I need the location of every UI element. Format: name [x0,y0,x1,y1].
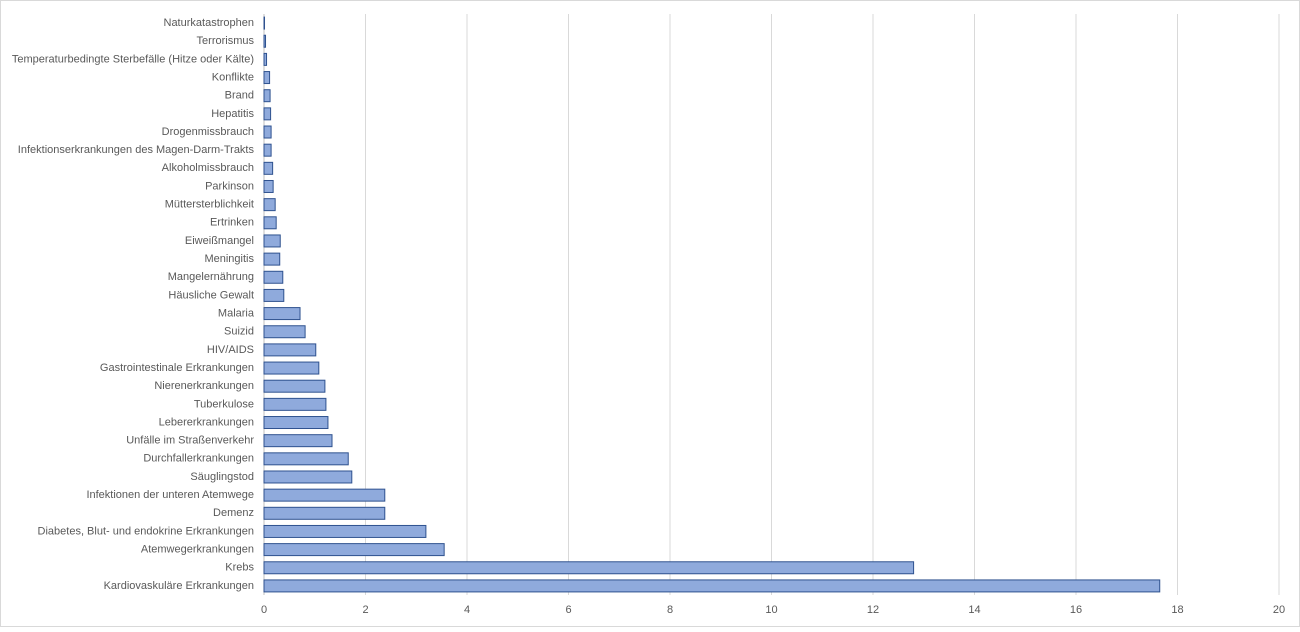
bar [263,543,445,557]
bar [263,379,326,393]
x-tick-label: 14 [968,604,980,616]
bar [263,488,386,502]
y-tick-label: Ertrinken [210,217,254,229]
bar [263,561,915,575]
y-tick-label: Hepatitis [211,108,254,120]
y-tick-label: Naturkatastrophen [164,17,255,29]
x-tick-label: 18 [1171,604,1183,616]
y-tick-label: Drogenmissbrauch [162,126,254,138]
y-tick-label: Demenz [213,507,254,519]
y-tick-label: Müttersterblichkeit [165,199,254,211]
y-tick-label: Meningitis [204,253,254,265]
y-tick-label: Suizid [224,326,254,338]
bar [263,216,277,230]
y-tick-label: Infektionserkrankungen des Magen-Darm-Tr… [18,144,255,156]
y-tick-label: Krebs [225,562,254,574]
y-tick-label: Konflikte [212,71,254,83]
y-tick-label: Kardiovaskuläre Erkrankungen [104,580,254,592]
x-tick-label: 12 [867,604,879,616]
bar [263,434,333,448]
bar [263,252,281,266]
y-tick-label: Säuglingstod [190,471,254,483]
bar [263,307,301,321]
y-tick-label: Eiweißmangel [185,235,254,247]
y-tick-label: Mangelernährung [168,271,254,283]
bar [263,71,271,85]
x-tick-label: 4 [464,604,470,616]
bar [263,416,329,430]
y-tick-label: Atemwegerkrankungen [141,544,254,556]
bar [263,343,317,357]
bar [263,143,272,157]
bar [263,470,353,484]
bar [263,234,281,248]
bar [263,107,272,121]
y-tick-label: Gastrointestinale Erkrankungen [100,362,254,374]
y-tick-label: Malaria [218,307,255,319]
y-tick-label: Nierenerkrankungen [154,380,254,392]
x-tick-label: 10 [765,604,777,616]
y-tick-label: Unfälle im Straßenverkehr [126,435,254,447]
bar [263,34,267,48]
y-tick-label: Diabetes, Blut- und endokrine Erkrankung… [38,525,254,537]
bar [263,161,274,175]
x-tick-label: 2 [362,604,368,616]
y-tick-label: Brand [225,90,254,102]
bar [263,361,320,375]
y-tick-label: Häusliche Gewalt [168,289,254,301]
y-tick-label: Tuberkulose [194,398,254,410]
y-tick-label: Durchfallerkrankungen [143,453,254,465]
y-tick-label: HIV/AIDS [207,344,254,356]
x-tick-label: 20 [1273,604,1285,616]
x-tick-label: 16 [1070,604,1082,616]
y-tick-label: Lebererkrankungen [159,416,254,428]
bar [263,288,285,302]
bar [263,325,306,339]
bar [263,270,284,284]
x-tick-label: 8 [667,604,673,616]
bar [263,89,271,103]
x-tick-label: 0 [261,604,267,616]
bar [263,16,266,30]
bar [263,179,274,193]
y-tick-label: Alkoholmissbrauch [162,162,254,174]
y-tick-label: Terrorismus [197,35,255,47]
bar [263,52,268,66]
bar [263,524,427,538]
y-tick-label: Temperaturbedingte Sterbefälle (Hitze od… [12,53,254,65]
bar [263,397,327,411]
bar [263,452,349,466]
bar [263,506,386,520]
y-tick-label: Parkinson [205,180,254,192]
bar [263,198,276,212]
y-tick-label: Infektionen der unteren Atemwege [86,489,254,501]
x-tick-label: 6 [565,604,571,616]
bar [263,579,1161,593]
bar [263,125,272,139]
